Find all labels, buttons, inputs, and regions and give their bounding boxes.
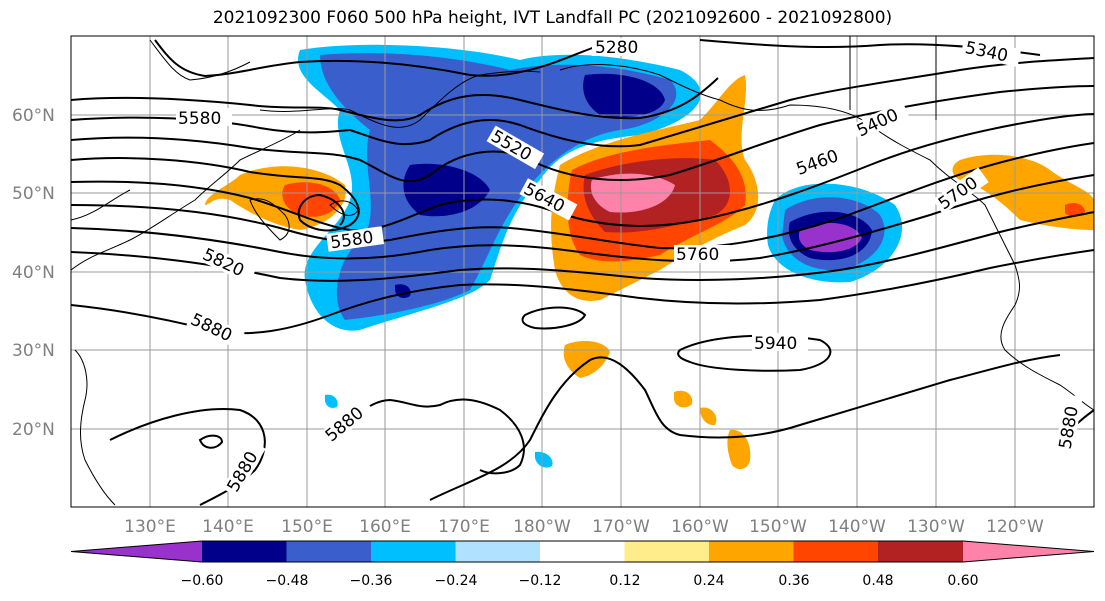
map-title: 2021092300 F060 500 hPa height, IVT Land… <box>212 8 893 28</box>
colorbar-segment <box>878 541 963 562</box>
colorbar-ticks: −0.60 −0.48 −0.36 −0.24 −0.12 0.12 0.24 … <box>181 573 979 589</box>
lon-label: 160°W <box>671 517 729 537</box>
map-frame <box>70 35 1095 508</box>
lat-label: 30°N <box>12 341 55 361</box>
colorbar-segment <box>286 541 372 562</box>
contour-label: 5940 <box>754 334 797 354</box>
lon-label: 160°E <box>359 517 411 537</box>
colorbar-extend-low <box>71 541 202 562</box>
colorbar-segment <box>793 541 879 562</box>
height-contours <box>70 39 1095 506</box>
latitude-labels: 60°N 50°N 40°N 30°N 20°N <box>12 106 55 440</box>
contour-label: 5580 <box>178 109 221 129</box>
colorbar-tick-label: 0.48 <box>862 573 893 589</box>
lat-label: 50°N <box>12 184 55 204</box>
colorbar-outline <box>70 540 1095 563</box>
lon-label: 130°E <box>124 517 176 537</box>
lon-label: 180°W <box>513 517 571 537</box>
lon-label: 140°W <box>828 517 886 537</box>
colorbar-segment <box>371 541 456 562</box>
lon-label: 150°E <box>281 517 333 537</box>
lat-label: 40°N <box>12 263 55 283</box>
colorbar-segment <box>540 541 625 562</box>
lat-label: 20°N <box>12 420 55 440</box>
colorbar-tick-label: 0.24 <box>693 573 724 589</box>
colorbar-segment <box>455 541 541 562</box>
colorbar-tick-label: 0.36 <box>778 573 809 589</box>
lon-label: 120°W <box>986 517 1044 537</box>
colorbar-tick-label: −0.48 <box>266 573 309 589</box>
colorbar-tick-label: −0.12 <box>519 573 562 589</box>
colorbar-tick-label: −0.60 <box>181 573 224 589</box>
colorbar <box>70 540 1095 563</box>
lon-label: 170°E <box>438 517 490 537</box>
contour-label: 5760 <box>676 245 719 265</box>
colorbar-tick-label: 0.60 <box>947 573 978 589</box>
colorbar-segment <box>202 541 287 562</box>
colorbar-extend-high <box>963 541 1094 562</box>
lon-label: 140°E <box>202 517 254 537</box>
longitude-labels: 130°E 140°E 150°E 160°E 170°E 180°W 170°… <box>124 517 1044 537</box>
colorbar-tick-label: −0.36 <box>350 573 393 589</box>
lon-label: 130°W <box>907 517 965 537</box>
coastlines <box>70 36 1095 506</box>
colorbar-tick-label: 0.12 <box>609 573 640 589</box>
lon-label: 170°W <box>592 517 650 537</box>
contour-label: 5280 <box>595 38 638 58</box>
colorbar-segment <box>624 541 710 562</box>
colorbar-segment <box>709 541 794 562</box>
colorbar-tick-label: −0.24 <box>435 573 478 589</box>
lon-label: 150°W <box>749 517 807 537</box>
lat-label: 60°N <box>12 106 55 126</box>
